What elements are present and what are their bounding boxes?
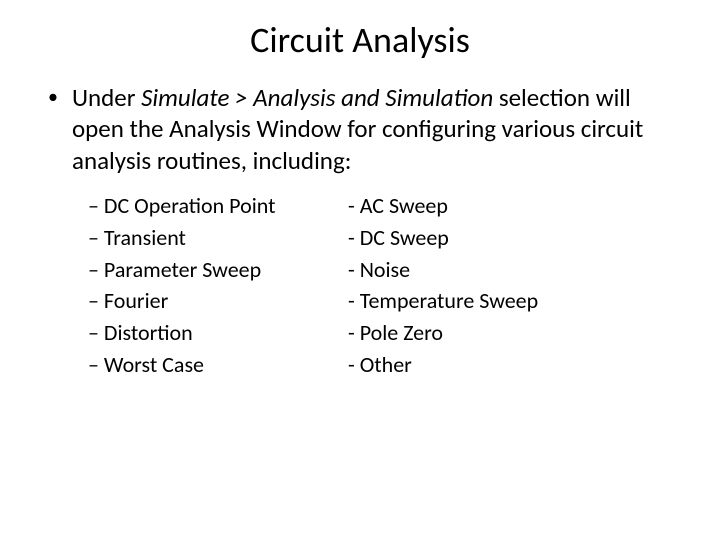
- sub-lists-container: – DC Operation Point – Transient – Param…: [48, 190, 680, 381]
- list-item: - DC Sweep: [348, 222, 608, 254]
- bullet-text: Under Simulate > Analysis and Simulation…: [72, 82, 680, 176]
- sub-list-left: – DC Operation Point – Transient – Param…: [88, 190, 348, 381]
- sub-list-right: - AC Sweep - DC Sweep - Noise - Temperat…: [348, 190, 608, 381]
- slide-title: Circuit Analysis: [0, 18, 720, 62]
- text-segment-italic: Simulate > Analysis and Simulation: [141, 82, 493, 113]
- list-item: – Parameter Sweep: [88, 254, 348, 286]
- main-bullet: • Under Simulate > Analysis and Simulati…: [48, 82, 680, 176]
- list-item: - Noise: [348, 254, 608, 286]
- text-segment-1: Under: [72, 82, 141, 113]
- list-item: - Other: [348, 349, 608, 381]
- list-item: – Distortion: [88, 317, 348, 349]
- list-item: - Temperature Sweep: [348, 285, 608, 317]
- list-item: – Transient: [88, 222, 348, 254]
- list-item: – Fourier: [88, 285, 348, 317]
- bullet-marker: •: [48, 82, 58, 112]
- list-item: – DC Operation Point: [88, 190, 348, 222]
- slide-content: • Under Simulate > Analysis and Simulati…: [0, 82, 720, 381]
- list-item: - Pole Zero: [348, 317, 608, 349]
- list-item: – Worst Case: [88, 349, 348, 381]
- list-item: - AC Sweep: [348, 190, 608, 222]
